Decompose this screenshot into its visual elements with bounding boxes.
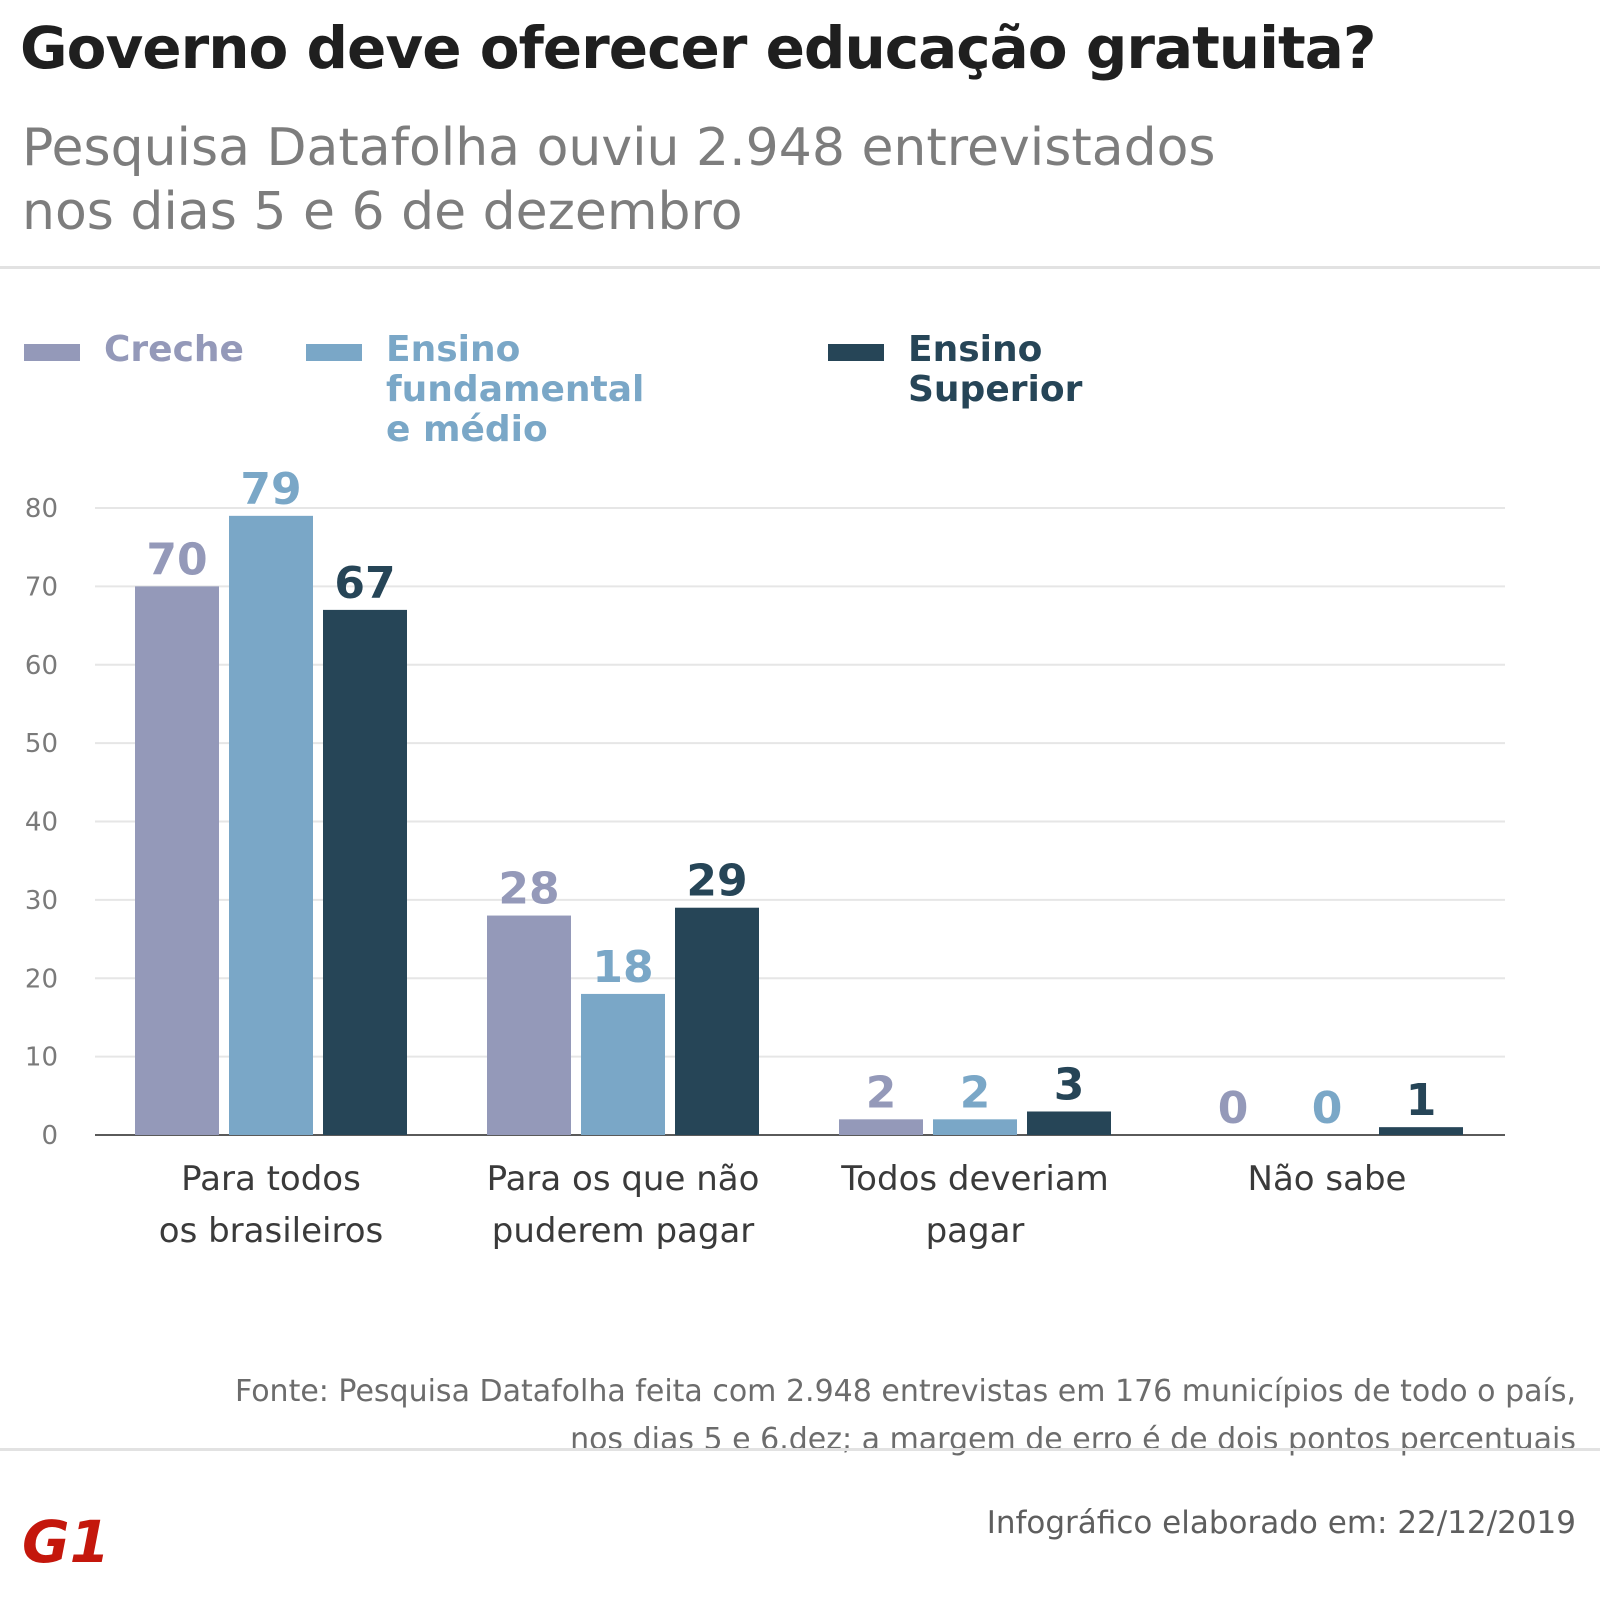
bar: [487, 915, 571, 1135]
y-tick-label: 70: [25, 572, 58, 602]
data-label: 67: [334, 558, 395, 609]
bar: [839, 1119, 923, 1135]
y-tick-label: 10: [25, 1043, 58, 1073]
legend-label-fundamental-medio: Ensino fundamental e médio: [386, 329, 645, 450]
bar: [933, 1119, 1017, 1135]
y-tick-label: 50: [25, 729, 58, 759]
legend-label-creche: Creche: [104, 329, 244, 370]
legend-swatch-fundamental-medio: [306, 344, 362, 361]
legend-swatch-creche: [24, 344, 80, 361]
chart-title: Governo deve oferecer educação gratuita?: [20, 14, 1376, 82]
data-label: 0: [1218, 1083, 1249, 1134]
y-tick-label: 40: [25, 808, 58, 838]
data-label: 79: [240, 464, 301, 515]
data-label: 28: [498, 864, 559, 915]
bar: [229, 515, 313, 1135]
g1-logo-text: G1: [22, 1510, 110, 1570]
header-divider: [0, 266, 1600, 269]
data-label: 18: [592, 942, 653, 993]
category-label: Não sabe: [1248, 1159, 1407, 1199]
footer-divider: [0, 1448, 1600, 1451]
category-label: Todos deveriam pagar: [840, 1159, 1109, 1251]
category-label: Para todos os brasileiros: [159, 1159, 383, 1251]
data-label: 29: [686, 856, 747, 907]
data-label: 2: [866, 1067, 897, 1118]
y-tick-label: 80: [25, 494, 58, 524]
data-label: 2: [960, 1067, 991, 1118]
y-tick-label: 20: [25, 964, 58, 994]
source-note: Fonte: Pesquisa Datafolha feita com 2.94…: [235, 1374, 1576, 1457]
legend-swatch-superior: [828, 344, 884, 361]
bars-layer: [135, 515, 1463, 1135]
data-label: 0: [1312, 1083, 1343, 1134]
y-tick-label: 60: [25, 651, 58, 681]
category-label: Para os que não puderem pagar: [487, 1159, 760, 1251]
chart-subtitle: Pesquisa Datafolha ouviu 2.948 entrevist…: [22, 118, 1216, 242]
bar: [581, 993, 665, 1135]
data-label: 3: [1054, 1059, 1085, 1110]
bar: [1379, 1127, 1463, 1135]
data-label: 1: [1406, 1075, 1437, 1126]
bar: [323, 609, 407, 1135]
infographic-date: Infográfico elaborado em: 22/12/2019: [986, 1505, 1576, 1541]
legend-label-superior: Ensino Superior: [908, 329, 1083, 410]
bar: [1027, 1111, 1111, 1135]
y-tick-label: 0: [41, 1121, 58, 1151]
data-label: 70: [146, 534, 207, 585]
g1-logo: G1: [22, 1510, 110, 1570]
bar: [675, 907, 759, 1135]
y-tick-label: 30: [25, 886, 58, 916]
bar: [135, 586, 219, 1135]
